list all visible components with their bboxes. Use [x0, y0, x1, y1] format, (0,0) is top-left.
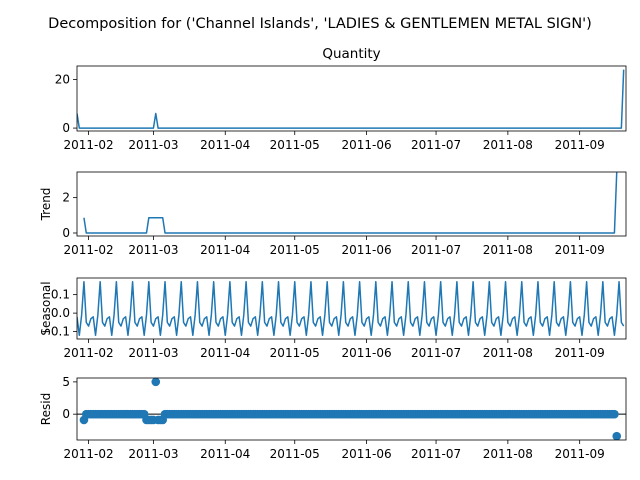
x-tick-label: 2011-08 [483, 138, 533, 152]
figure-suptitle: Decomposition for ('Channel Islands', 'L… [48, 16, 592, 32]
x-tick-label: 2011-05 [270, 243, 320, 257]
x-tick-label: 2011-03 [128, 346, 178, 360]
resid-point [612, 431, 622, 440]
subplot-title: Quantity [322, 46, 380, 62]
subplots: Quantity 2011-02 2011-03 2011-04 2011-05 2011… [39, 46, 627, 461]
x-tick-label: 2011-08 [483, 346, 533, 360]
y-tick-label: 0 [62, 226, 70, 240]
subplot-2: Trend 2011-02 2011-03 2011-04 2011-05 2011-06… [39, 171, 627, 257]
y-tick-label: 2 [62, 191, 70, 205]
plot-area [77, 280, 625, 337]
x-tick-label: 2011-02 [64, 346, 114, 360]
x-tick-label: 2011-07 [411, 243, 461, 257]
y-tick-label: 0 [62, 121, 70, 135]
x-tick-label: 2011-09 [555, 138, 605, 152]
x-tick-label: 2011-04 [200, 138, 250, 152]
y-axis-label: Trend [39, 188, 53, 222]
plot-area [83, 172, 618, 234]
x-tick-label: 2011-05 [270, 138, 320, 152]
x-tick-label: 2011-02 [64, 138, 114, 152]
y-axis-label: Seasonal [39, 281, 53, 335]
x-tick-label: 2011-05 [270, 346, 320, 360]
x-tick-label: 2011-02 [64, 447, 114, 461]
x-tick-label: 2011-04 [200, 346, 250, 360]
x-tick-label: 2011-02 [64, 243, 114, 257]
x-tick-label: 2011-05 [270, 447, 320, 461]
axes-frame [76, 377, 627, 441]
x-tick-label: 2011-03 [128, 138, 178, 152]
x-tick-label: 2011-03 [128, 243, 178, 257]
x-tick-label: 2011-09 [555, 447, 605, 461]
subplot-3: Seasonal 2011-02 2011-03 2011-04 2011-05 2011… [39, 277, 627, 360]
seasonal-line [77, 280, 625, 337]
subplot-1: Quantity 2011-02 2011-03 2011-04 2011-05 2011… [55, 46, 627, 152]
plot-area [77, 378, 626, 440]
y-axis-label: Resid [39, 393, 53, 425]
y-tick-label: 20 [55, 72, 70, 86]
x-tick-label: 2011-09 [555, 243, 605, 257]
x-tick-label: 2011-07 [411, 138, 461, 152]
series-line [83, 172, 618, 234]
resid-point [151, 378, 161, 387]
x-tick-label: 2011-08 [483, 447, 533, 461]
x-tick-label: 2011-07 [411, 346, 461, 360]
x-tick-label: 2011-06 [341, 243, 391, 257]
y-tick-label: 0 [62, 407, 70, 421]
x-tick-label: 2011-06 [341, 346, 391, 360]
y-tick-label: 5 [62, 375, 70, 389]
axes-frame [76, 171, 627, 237]
resid-point [610, 409, 619, 419]
x-tick-label: 2011-09 [555, 346, 605, 360]
plot-area [77, 69, 625, 129]
x-tick-label: 2011-06 [341, 138, 391, 152]
subplot-4: Resid 2011-02 2011-03 2011-04 2011-05 2011-06… [39, 375, 627, 461]
series-line [77, 69, 625, 129]
x-tick-label: 2011-08 [483, 243, 533, 257]
x-tick-label: 2011-06 [341, 447, 391, 461]
y-tick-label: 0.1 [51, 288, 70, 302]
y-tick-label: 0.0 [51, 306, 70, 320]
axes-frame [76, 277, 627, 340]
axes-frame [76, 65, 627, 132]
x-tick-label: 2011-04 [200, 447, 250, 461]
y-tick-label: −0.1 [41, 325, 70, 339]
x-tick-label: 2011-04 [200, 243, 250, 257]
x-tick-label: 2011-07 [411, 447, 461, 461]
x-tick-label: 2011-03 [128, 447, 178, 461]
